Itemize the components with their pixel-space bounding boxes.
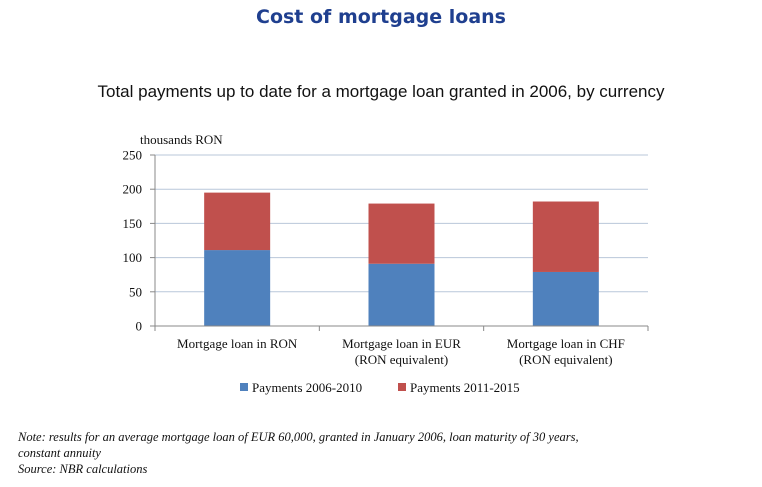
y-tick-labels: 0 50 100 150 200 250	[123, 148, 143, 334]
y-tick-label: 200	[123, 182, 143, 197]
axes	[150, 154, 649, 331]
bar-payments-2006-2010	[532, 271, 599, 326]
bar-payments-2011-2015	[532, 201, 599, 272]
y-tick-label: 0	[136, 319, 143, 334]
y-axis-label: thousands RON	[140, 132, 223, 147]
source-line: Source: NBR calculations	[18, 462, 148, 476]
x-tick-label: (RON equivalent)	[355, 352, 449, 367]
bar-payments-2006-2010	[368, 263, 435, 326]
bar-payments-2011-2015	[204, 192, 271, 251]
footnote: Note: results for an average mortgage lo…	[18, 429, 738, 477]
chart-title: Total payments up to date for a mortgage…	[97, 82, 665, 101]
x-tick-label: Mortgage loan in EUR	[342, 336, 461, 351]
x-tick-label: Mortgage loan in RON	[177, 336, 298, 351]
legend-swatch	[240, 383, 248, 391]
note-line-1: Note: results for an average mortgage lo…	[18, 430, 579, 444]
y-tick-label: 250	[123, 148, 143, 163]
page-title: Cost of mortgage loans	[256, 6, 506, 28]
legend-swatch	[398, 383, 406, 391]
legend: Payments 2006-2010 Payments 2011-2015	[240, 380, 520, 395]
bars	[204, 192, 599, 326]
note-line-2: constant annuity	[18, 446, 101, 460]
legend-label: Payments 2006-2010	[252, 380, 362, 395]
y-tick-label: 50	[129, 284, 142, 299]
x-tick-label: (RON equivalent)	[519, 352, 613, 367]
legend-label: Payments 2011-2015	[410, 380, 520, 395]
bar-payments-2006-2010	[204, 250, 271, 326]
y-tick-label: 100	[123, 250, 143, 265]
x-tick-labels: Mortgage loan in RON Mortgage loan in EUR…	[177, 336, 625, 367]
bar-payments-2011-2015	[368, 203, 435, 264]
x-tick-label: Mortgage loan in CHF	[507, 336, 625, 351]
y-tick-label: 150	[123, 216, 143, 231]
